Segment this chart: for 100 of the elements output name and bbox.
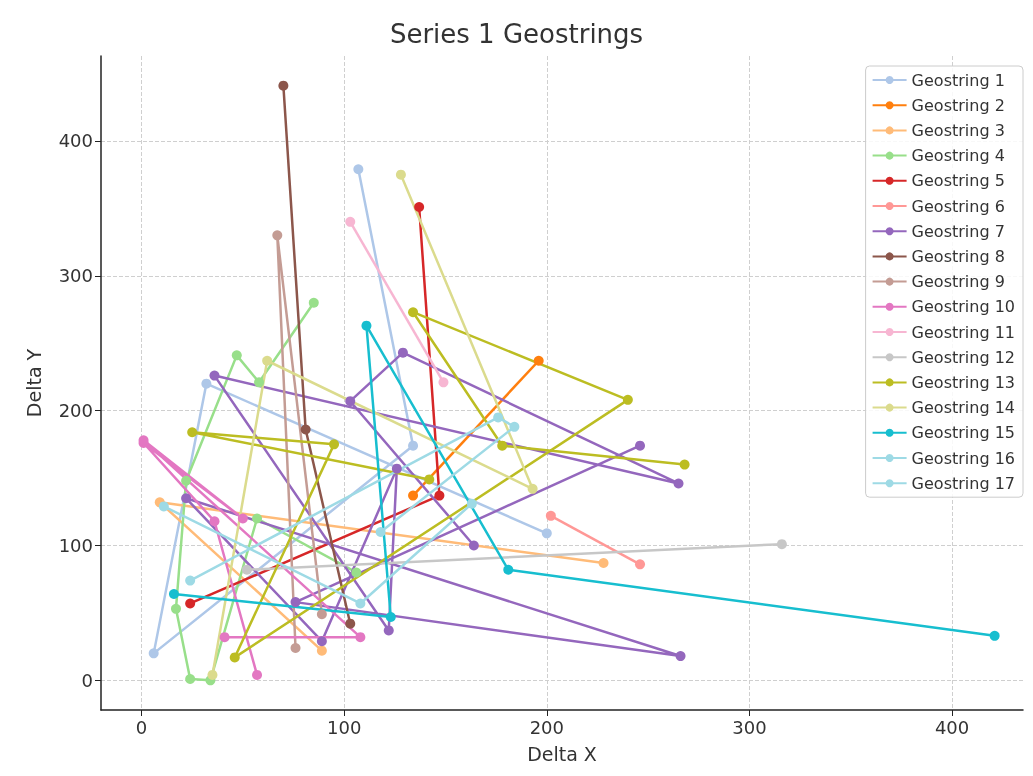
- point: [345, 618, 356, 629]
- point: [424, 474, 435, 485]
- point: [229, 652, 240, 663]
- y-tick-label: 0: [81, 669, 93, 691]
- point: [533, 355, 544, 366]
- legend-label: Geostring 6: [911, 196, 1005, 216]
- legend-label: Geostring 5: [911, 171, 1005, 191]
- point: [316, 609, 327, 620]
- point: [185, 673, 196, 684]
- x-tick-label: 0: [135, 716, 148, 738]
- legend-label: Geostring 14: [911, 398, 1015, 418]
- legend-label: Geostring 9: [911, 272, 1005, 292]
- point: [383, 625, 394, 636]
- point: [219, 632, 230, 643]
- point: [237, 513, 248, 524]
- point: [158, 501, 169, 512]
- point: [231, 350, 242, 361]
- x-tick-label: 300: [732, 716, 767, 738]
- legend-label: Geostring 1: [911, 70, 1005, 90]
- point: [408, 440, 419, 451]
- point: [408, 307, 419, 318]
- point: [493, 412, 504, 423]
- legend-label: Geostring 15: [911, 423, 1015, 443]
- legend-label: Geostring 8: [911, 246, 1005, 266]
- x-tick-label: 100: [326, 716, 362, 738]
- y-tick-label: 200: [58, 400, 93, 422]
- point: [989, 630, 1000, 641]
- point: [468, 540, 479, 551]
- point: [187, 427, 198, 438]
- legend-label: Geostring 17: [911, 473, 1015, 493]
- point: [209, 516, 220, 527]
- point: [466, 498, 477, 509]
- point: [395, 169, 406, 180]
- point: [675, 651, 686, 662]
- point: [545, 510, 556, 521]
- point: [385, 611, 396, 622]
- point: [185, 575, 196, 586]
- legend-label: Geostring 13: [911, 372, 1015, 392]
- point: [252, 669, 263, 680]
- point: [278, 80, 289, 91]
- point: [509, 421, 520, 432]
- legend-label: Geostring 7: [911, 221, 1005, 241]
- point: [408, 490, 419, 501]
- point: [361, 320, 372, 331]
- point: [391, 463, 402, 474]
- point: [679, 459, 690, 470]
- point: [434, 490, 445, 501]
- point: [148, 648, 159, 659]
- point: [209, 370, 220, 381]
- point: [673, 478, 684, 489]
- point: [201, 378, 212, 389]
- point: [252, 513, 263, 524]
- point: [254, 377, 265, 388]
- point: [207, 669, 218, 680]
- point: [300, 424, 311, 435]
- point: [355, 632, 366, 643]
- y-tick-label: 300: [58, 265, 93, 287]
- point: [241, 564, 252, 575]
- point: [541, 528, 552, 539]
- y-tick-label: 100: [58, 534, 93, 556]
- point: [598, 558, 609, 569]
- point: [316, 645, 327, 656]
- point: [181, 475, 192, 486]
- point: [503, 564, 514, 575]
- legend-label: Geostring 2: [911, 95, 1005, 115]
- point: [414, 202, 425, 213]
- point: [272, 230, 283, 241]
- legend-label: Geostring 10: [911, 297, 1015, 317]
- x-tick-label: 200: [529, 716, 564, 738]
- x-axis-title: Delta X: [527, 742, 597, 765]
- y-tick-label: 400: [58, 130, 93, 152]
- point: [345, 216, 356, 227]
- point: [316, 636, 327, 647]
- point: [497, 440, 508, 451]
- legend-label: Geostring 16: [911, 448, 1015, 468]
- point: [170, 603, 181, 614]
- legend-label: Geostring 3: [911, 120, 1005, 140]
- point: [290, 642, 301, 653]
- legend-label: Geostring 4: [911, 146, 1005, 166]
- point: [290, 597, 301, 608]
- legend-label: Geostring 11: [911, 322, 1015, 342]
- point: [181, 493, 192, 504]
- point: [353, 164, 364, 175]
- y-axis-title: Delta Y: [22, 348, 45, 418]
- point: [345, 396, 356, 407]
- point: [308, 297, 319, 308]
- legend-label: Geostring 12: [911, 347, 1015, 367]
- point: [375, 527, 386, 537]
- point: [262, 355, 273, 366]
- chart-title: Series 1 Geostrings: [389, 19, 644, 49]
- point: [168, 589, 179, 600]
- point: [622, 394, 633, 405]
- point: [185, 598, 196, 609]
- point: [635, 440, 646, 451]
- point: [329, 439, 340, 450]
- point: [635, 559, 646, 570]
- point: [351, 567, 362, 578]
- point: [397, 347, 408, 358]
- point: [776, 539, 787, 550]
- point: [355, 598, 366, 609]
